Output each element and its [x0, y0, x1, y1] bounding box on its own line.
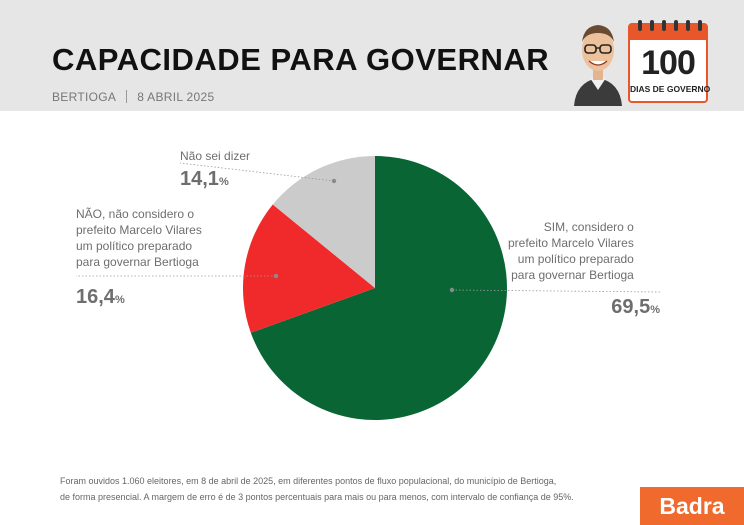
slice-label-line: prefeito Marcelo Vilares — [76, 223, 202, 237]
pie-slice-nao-sei — [272, 156, 375, 288]
calendar-ring-icon — [698, 20, 702, 31]
slice-label-sim: SIM, considero o prefeito Marcelo Vilares… — [508, 219, 634, 283]
pie-slice-nao — [243, 204, 375, 333]
location-text: BERTIOGA — [52, 90, 117, 104]
footnote-line-2: de forma presencial. A margem de erro é … — [60, 492, 574, 502]
page-title: CAPACIDADE PARA GOVERNAR — [52, 42, 550, 77]
pie-slice-sim — [250, 156, 507, 421]
mayor-caricature — [574, 25, 622, 106]
methodology-footnote: Foram ouvidos 1.060 eleitores, em 8 de a… — [60, 473, 620, 505]
pie-chart — [76, 156, 661, 421]
slice-label-line: NÃO, não considero o — [76, 207, 195, 221]
slice-label-line: SIM, considero o — [543, 220, 634, 234]
location-date-line: BERTIOGA 8 ABRIL 2025 — [52, 90, 214, 104]
leader-dot — [331, 178, 337, 184]
slice-label-line: Não sei dizer — [180, 149, 251, 163]
calendar-ring-icon — [674, 20, 678, 31]
slice-value-nao: 16,4% — [76, 286, 125, 308]
badra-logo: Badra — [640, 487, 744, 525]
slice-label-line: para governar Bertioga — [511, 268, 634, 282]
leader-dot — [273, 273, 279, 279]
slice-label-line: prefeito Marcelo Vilares — [508, 236, 634, 250]
badge-label: DIAS DE GOVERNO — [630, 84, 711, 94]
leader-line — [179, 162, 335, 182]
calendar-ring-icon — [638, 20, 642, 31]
slice-label-line: um político preparado — [517, 252, 634, 266]
footnote-line-1: Foram ouvidos 1.060 eleitores, em 8 de a… — [60, 476, 557, 486]
slice-label-line: para governar Bertioga — [76, 255, 199, 269]
slice-label-nao: NÃO, não considero o prefeito Marcelo Vil… — [76, 206, 202, 270]
100-days-badge: 100 DIAS DE GOVERNO — [628, 20, 711, 103]
calendar-ring-icon — [686, 20, 690, 31]
separator — [126, 90, 128, 103]
date-text: 8 ABRIL 2025 — [137, 90, 215, 104]
slice-value-sim: 69,5% — [611, 296, 660, 318]
slice-label-nao-sei: Não sei dizer — [180, 148, 250, 164]
leader-dot — [449, 287, 455, 293]
badge-number: 100 — [641, 44, 696, 82]
calendar-ring-icon — [662, 20, 666, 31]
header-band: CAPACIDADE PARA GOVERNAR BERTIOGA 8 ABRIL… — [0, 0, 744, 111]
calendar-ring-icon — [650, 20, 654, 31]
slice-value-nao-sei: 14,1% — [180, 168, 229, 190]
slice-label-line: um político preparado — [76, 239, 193, 253]
